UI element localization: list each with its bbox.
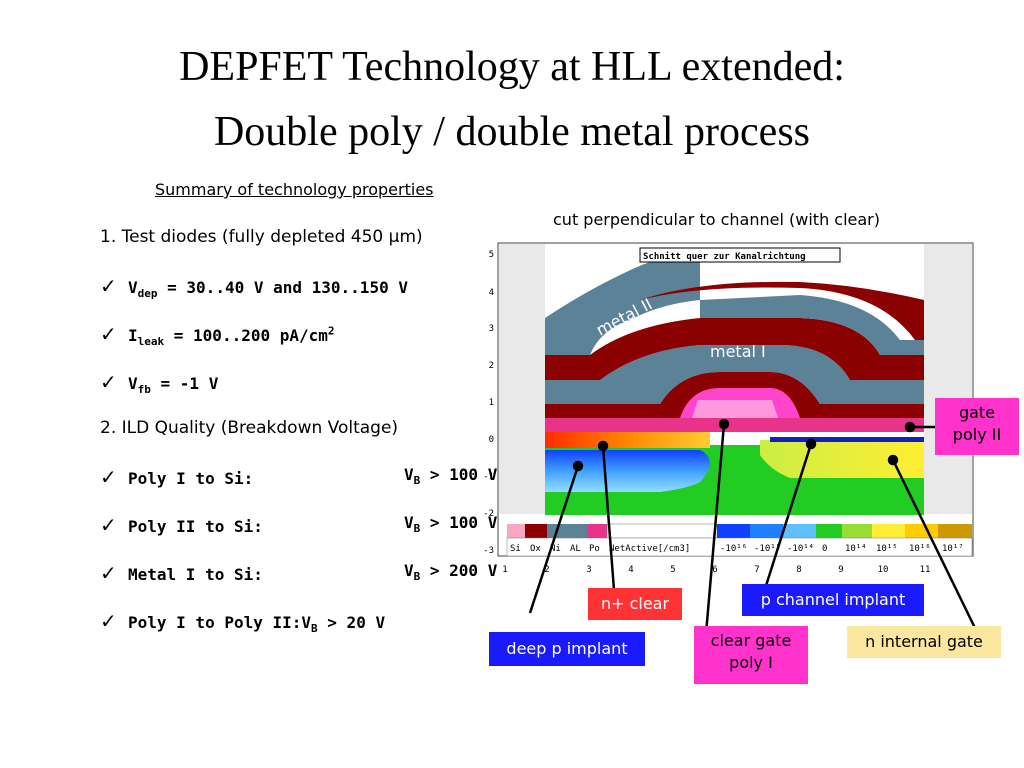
- section-ild-quality: 2. ILD Quality (Breakdown Voltage): [100, 418, 399, 438]
- doping-legend: Si Ox Ni AL Po NetActive[/cm3] -10¹⁶ -10…: [506, 523, 973, 557]
- plot-title: Schnitt quer zur Kanalrichtung: [643, 251, 806, 262]
- svg-text:5: 5: [670, 565, 675, 575]
- check-item-metal1-si: ✓ Metal I to Si: VB > 200 V: [100, 561, 498, 585]
- svg-text:3: 3: [586, 565, 591, 575]
- svg-text:5: 5: [489, 250, 494, 260]
- pointer-n-clear: [601, 445, 616, 591]
- check-mark-icon: ✓: [100, 465, 117, 489]
- summary-heading: Summary of technology properties: [155, 180, 434, 199]
- figure-caption: cut perpendicular to channel (with clear…: [553, 210, 880, 229]
- label-n-clear: n+ clear: [588, 588, 682, 620]
- svg-text:1: 1: [502, 565, 507, 575]
- check-item-poly1-poly2: ✓ Poly I to Poly II:VB > 20 V: [100, 609, 386, 636]
- svg-text:4: 4: [628, 565, 633, 575]
- check-item-poly1-si: ✓ Poly I to Si: VB > 100 V: [100, 465, 498, 489]
- svg-text:3: 3: [489, 324, 494, 334]
- svg-text:-2: -2: [483, 509, 494, 519]
- pointer-clear-gate: [704, 423, 726, 635]
- metal-1-layer: [545, 345, 924, 404]
- metal-1-label: metal I: [710, 342, 766, 361]
- svg-text:6: 6: [712, 565, 717, 575]
- check-mark-icon: ✓: [100, 370, 117, 394]
- svg-text:Si Ox Ni AL: Si Ox Ni AL Po NetActive[/cm3] -10¹⁶ -10…: [510, 544, 964, 554]
- svg-text:2: 2: [489, 361, 494, 371]
- pointer-p-channel: [762, 443, 813, 593]
- n-clear-region: [545, 432, 710, 448]
- metal-2-layer: [545, 262, 700, 355]
- pointer-n-internal: [891, 459, 977, 629]
- cross-section-figure: metal II metal I Schnitt quer zur Kanalr…: [483, 242, 974, 575]
- svg-text:8: 8: [796, 565, 801, 575]
- check-mark-icon: ✓: [100, 322, 117, 346]
- pointer-deep-p: [528, 465, 580, 614]
- svg-text:7: 7: [754, 565, 759, 575]
- label-p-channel-implant: p channel implant: [742, 584, 924, 616]
- svg-text:11: 11: [920, 565, 931, 575]
- slide-title-line-1: DEPFET Technology at HLL extended:: [179, 44, 845, 90]
- check-item-vdep: ✓ Vdep = 30..40 V and 130..150 V: [100, 274, 408, 301]
- svg-text:2: 2: [544, 565, 549, 575]
- svg-text:10: 10: [878, 565, 889, 575]
- label-gate-poly-2: gate poly II: [935, 398, 1019, 455]
- check-mark-icon: ✓: [100, 561, 117, 585]
- slide-title-line-2: Double poly / double metal process: [213, 109, 811, 155]
- check-item-ileak: ✓ Ileak = 100..200 pA/cm2: [100, 322, 335, 349]
- label-clear-gate-poly-1: clear gate poly I: [694, 626, 808, 684]
- svg-text:9: 9: [838, 565, 843, 575]
- y-axis: 5 4 3 2 1 0 -1 -2 -3: [483, 250, 494, 556]
- check-mark-icon: ✓: [100, 513, 117, 537]
- check-item-vfb: ✓ Vfb = -1 V: [100, 370, 219, 397]
- check-mark-icon: ✓: [100, 274, 117, 298]
- x-axis: 1 2 3 4 5 6 7 8 9 10 11: [502, 565, 930, 575]
- svg-text:1: 1: [489, 398, 494, 408]
- svg-text:0: 0: [489, 435, 494, 445]
- check-mark-icon: ✓: [100, 609, 117, 633]
- section-test-diodes: 1. Test diodes (fully depleted 450 µm): [100, 227, 423, 247]
- check-item-poly2-si: ✓ Poly II to Si: VB > 100 V: [100, 513, 498, 537]
- svg-text:-1: -1: [483, 472, 494, 482]
- n-internal-gate-region: [760, 440, 924, 478]
- p-channel-implant-region: [770, 437, 924, 442]
- deep-p-implant-region: [545, 450, 710, 492]
- svg-text:4: 4: [489, 288, 494, 298]
- label-deep-p-implant: deep p implant: [489, 632, 645, 666]
- label-n-internal-gate: n internal gate: [847, 626, 1001, 658]
- svg-text:-3: -3: [483, 546, 494, 556]
